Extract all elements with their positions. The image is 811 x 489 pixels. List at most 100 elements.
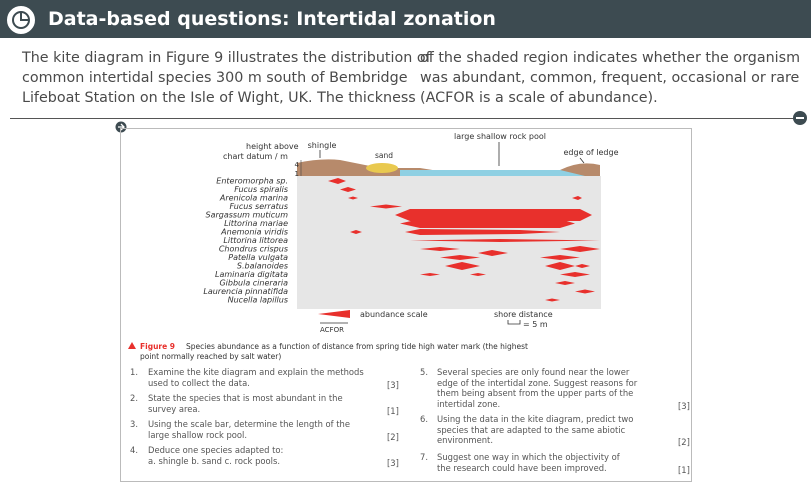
question-line: Using the scale bar, determine the lengt… <box>148 419 351 429</box>
height-tick: 4 <box>295 161 300 169</box>
question-line: Several species are only found near the … <box>437 367 630 377</box>
intro-line: of the shaded region indicates whether t… <box>420 50 801 66</box>
acfor-label: ACFOR <box>320 326 344 334</box>
feature-label: edge of ledge <box>563 148 618 157</box>
species-label: Arenicola marina <box>219 194 288 203</box>
question-line: them being absent from the upper parts o… <box>437 388 634 398</box>
caption-marker <box>128 342 136 349</box>
species-label: Nucella lapillus <box>228 296 288 305</box>
ledge <box>560 163 600 176</box>
kite <box>560 272 590 277</box>
arrow-icon <box>115 121 127 133</box>
kite <box>328 178 346 184</box>
kite <box>545 262 575 270</box>
question-number: 4. <box>130 445 138 455</box>
question-number: 6. <box>420 414 428 424</box>
intro-line: Lifeboat Station on the Isle of Wight, U… <box>22 90 416 106</box>
kite <box>340 187 356 192</box>
question-marks: [3] <box>387 379 399 390</box>
intro-line: was abundant, common, frequent, occasion… <box>420 70 800 86</box>
kite <box>420 247 460 251</box>
question-line: survey area. <box>148 403 201 414</box>
question-marks: [3] <box>678 400 690 411</box>
kite <box>545 298 560 302</box>
species-label: Gibbula cineraria <box>219 279 288 288</box>
feature-label: large shallow rock pool <box>454 132 546 141</box>
height-tick: 1 <box>295 170 299 178</box>
kite <box>400 219 575 228</box>
kite <box>350 230 362 234</box>
kite <box>405 229 560 235</box>
sand-patch <box>366 163 398 173</box>
kite <box>348 196 358 200</box>
caption-label: Figure 9 <box>140 342 175 351</box>
question-marks: [1] <box>387 405 399 416</box>
question-line: State the species that is most abundant … <box>148 393 343 403</box>
rock-pool <box>400 170 592 176</box>
question-number: 3. <box>130 419 138 429</box>
kite <box>540 255 580 260</box>
kite <box>555 281 575 285</box>
question-line: Suggest one way in which the objectivity… <box>437 452 620 462</box>
kite <box>370 204 402 209</box>
distance-bar <box>507 320 521 325</box>
kite <box>575 264 590 268</box>
feature-label: shingle <box>308 141 337 150</box>
kite <box>560 246 600 252</box>
question-marks: [2] <box>678 437 690 447</box>
question-marks: [2] <box>387 431 399 442</box>
feature-label: sand <box>375 151 393 160</box>
species-label: Sargassum muticum <box>206 211 289 220</box>
question-line: Using the data in the kite diagram, pred… <box>437 414 634 424</box>
kite <box>410 239 600 242</box>
height-label: height above <box>246 142 299 151</box>
kite <box>445 262 480 270</box>
question-line: environment. <box>437 435 493 445</box>
question-number: 5. <box>420 367 428 377</box>
intro-line: common intertidal species 300 m south of… <box>22 70 408 86</box>
kite <box>395 209 592 221</box>
divider <box>10 118 805 119</box>
question-number: 7. <box>420 452 428 462</box>
header-bar <box>0 0 811 38</box>
intro-line: (ACFOR is a scale of abundance). <box>420 90 658 106</box>
question-number: 1. <box>130 367 138 377</box>
distance-label: shore distance <box>494 310 553 319</box>
kite <box>440 255 480 260</box>
kite <box>572 196 582 200</box>
kites <box>318 178 600 318</box>
header-title: Data-based questions: Intertidal zonatio… <box>48 8 496 30</box>
species-label: Fucus spiralis <box>234 185 288 194</box>
question-line: used to collect the data. <box>148 377 250 388</box>
scale-label: abundance scale <box>360 310 428 319</box>
ledge-pointer <box>579 157 585 164</box>
question-marks: [3] <box>387 457 399 468</box>
corner-icon <box>793 111 807 125</box>
question-line: Examine the kite diagram and explain the… <box>148 367 364 377</box>
header-icon <box>5 4 37 36</box>
question-line: species that are adapted to the same abi… <box>437 424 626 435</box>
question-line: a. shingle b. sand c. rock pools. <box>148 455 280 466</box>
question-number: 2. <box>130 393 138 403</box>
question-line: edge of the intertidal zone. Suggest rea… <box>437 377 638 388</box>
kite <box>470 273 486 276</box>
question-marks: [1] <box>678 464 690 475</box>
species-label: Chondrus crispus <box>219 245 288 254</box>
species-label: Patella vulgata <box>228 253 288 262</box>
caption-text: Species abundance as a function of dista… <box>186 342 528 351</box>
species-label: S.balanoides <box>237 262 288 271</box>
kite <box>420 273 440 276</box>
question-line: Deduce one species adapted to: <box>148 445 284 455</box>
distance-value: = 5 m <box>523 320 548 329</box>
scale-kite <box>318 310 350 318</box>
species-label: Laminaria digitata <box>215 270 288 279</box>
species-label: Anemonia viridis <box>220 228 288 237</box>
kite <box>575 289 595 294</box>
species-label: Littorina littorea <box>223 236 288 245</box>
height-label: chart datum / m <box>223 152 288 161</box>
kite <box>478 250 508 256</box>
species-label: Littorina mariae <box>224 219 288 228</box>
species-label: Laurencia pinnatifida <box>203 287 288 296</box>
